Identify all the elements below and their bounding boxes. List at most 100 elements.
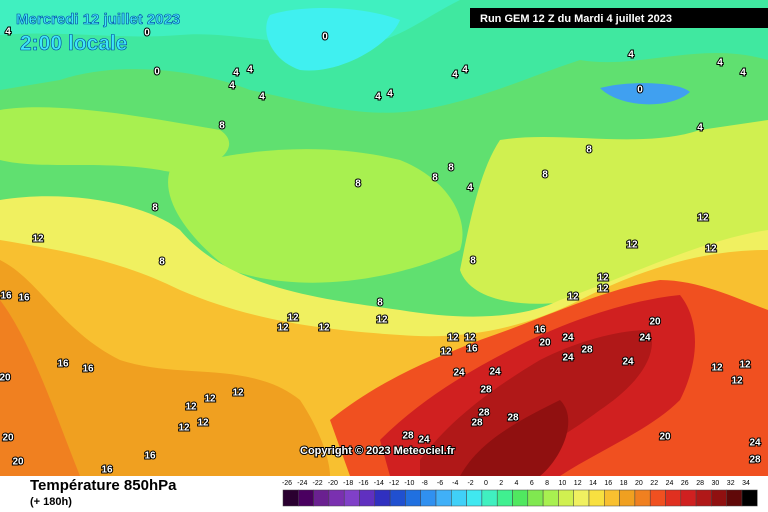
isotherm-label: 0 — [144, 28, 150, 39]
scale-swatch — [405, 489, 421, 507]
scale-label: 18 — [620, 480, 628, 487]
scale-swatch — [328, 489, 345, 507]
isotherm-label: 4 — [697, 123, 703, 134]
scale-label: -8 — [422, 480, 428, 487]
isotherm-label: 20 — [12, 457, 24, 468]
footer-title: Température 850hPa — [30, 477, 177, 494]
scale-label: -6 — [437, 480, 443, 487]
isotherm-label: 24 — [562, 353, 574, 364]
isotherm-label: 8 — [586, 145, 592, 156]
isotherm-label: 12 — [731, 376, 743, 387]
scale-swatch — [313, 489, 330, 507]
scale-label: -16 — [358, 480, 368, 487]
scale-swatch — [282, 489, 299, 507]
isotherm-label: 12 — [318, 323, 330, 334]
scale-swatch — [420, 489, 437, 507]
scale-swatch — [527, 489, 544, 507]
scale-swatch — [695, 489, 712, 507]
isotherm-label: 0 — [637, 85, 643, 96]
isotherm-label: 28 — [581, 345, 593, 356]
scale-label: 2 — [499, 480, 503, 487]
isotherm-label: 12 — [705, 244, 717, 255]
isotherm-label: 12 — [185, 402, 197, 413]
isotherm-label: 20 — [539, 338, 551, 349]
isotherm-label: 4 — [387, 89, 393, 100]
isotherm-label: 12 — [376, 315, 388, 326]
scale-swatch — [451, 489, 467, 507]
isotherm-label: 12 — [204, 394, 216, 405]
scale-swatch — [665, 489, 682, 507]
scale-label: -20 — [328, 480, 338, 487]
run: Run GEM 12 Z du Mardi 4 juillet 2023 — [480, 13, 672, 25]
isotherm-label: 12 — [711, 363, 723, 374]
isotherm-label: 24 — [622, 357, 634, 368]
scale-label: 22 — [650, 480, 658, 487]
copyright: Copyright © 2023 Meteociel.fr — [300, 445, 456, 457]
isotherm-label: 16 — [534, 325, 546, 336]
isotherm-label: 4 — [467, 183, 473, 194]
isotherm-label: 16 — [101, 465, 113, 476]
scale-label: 16 — [604, 480, 612, 487]
isotherm-label: 4 — [375, 92, 381, 103]
scale-label: -26 — [282, 480, 292, 487]
scale-swatch — [726, 489, 743, 507]
scale-label: 34 — [742, 480, 750, 487]
scale-swatch — [542, 489, 559, 507]
isotherm-label: 8 — [448, 163, 454, 174]
scale-swatch — [619, 489, 636, 507]
scale-swatch — [649, 489, 666, 507]
scale-label: -22 — [313, 480, 323, 487]
scale-swatch — [343, 489, 360, 507]
isotherm-label: 16 — [57, 359, 69, 370]
isotherm-label: 24 — [489, 367, 501, 378]
isotherm-label: 28 — [749, 455, 761, 466]
scale-swatch — [466, 489, 483, 507]
isotherm-label: 12 — [464, 333, 476, 344]
scale-label: 28 — [696, 480, 704, 487]
isotherm-label: 4 — [740, 68, 746, 79]
scale-label: -4 — [452, 480, 458, 487]
isotherm-label: 12 — [440, 347, 452, 358]
isotherm-label: 12 — [287, 313, 299, 324]
isotherm-label: 8 — [377, 298, 383, 309]
scale-swatch — [435, 489, 452, 507]
isotherm-label: 0 — [154, 67, 160, 78]
isotherm-label: 12 — [447, 333, 459, 344]
isotherm-label: 16 — [144, 451, 156, 462]
time: 2:00 locale — [20, 32, 127, 55]
date: Mercredi 12 juillet 2023 — [16, 11, 180, 28]
isotherm-label: 8 — [152, 203, 158, 214]
scale-swatch — [588, 489, 605, 507]
isotherm-label: 4 — [628, 50, 634, 61]
isotherm-label: 8 — [542, 170, 548, 181]
isotherm-label: 16 — [466, 344, 478, 355]
isotherm-label: 12 — [232, 388, 244, 399]
isotherm-label: 0 — [322, 32, 328, 43]
scale-swatch — [634, 489, 651, 507]
isotherm-label: 4 — [452, 70, 458, 81]
isotherm-label: 4 — [259, 92, 265, 103]
isotherm-label: 12 — [597, 273, 609, 284]
isotherm-label: 24 — [639, 333, 651, 344]
isotherm-label: 24 — [453, 368, 465, 379]
isotherm-label: 12 — [197, 418, 209, 429]
isotherm-label: 16 — [18, 293, 30, 304]
scale-label: -24 — [297, 480, 307, 487]
isotherm-label: 28 — [480, 385, 492, 396]
scale-label: 32 — [727, 480, 735, 487]
scale-swatch — [680, 489, 697, 507]
isotherm-label: 4 — [229, 81, 235, 92]
scale-label: 26 — [681, 480, 689, 487]
isotherm-label: 4 — [247, 65, 253, 76]
isotherm-label: 28 — [478, 408, 490, 419]
scale-swatch — [741, 489, 758, 507]
scale-label: 12 — [574, 480, 582, 487]
scale-swatch — [573, 489, 590, 507]
map — [0, 0, 768, 476]
isotherm-label: 20 — [649, 317, 661, 328]
isotherm-label: 16 — [0, 291, 12, 302]
isotherm-label: 4 — [462, 65, 468, 76]
isotherm-label: 20 — [659, 432, 671, 443]
